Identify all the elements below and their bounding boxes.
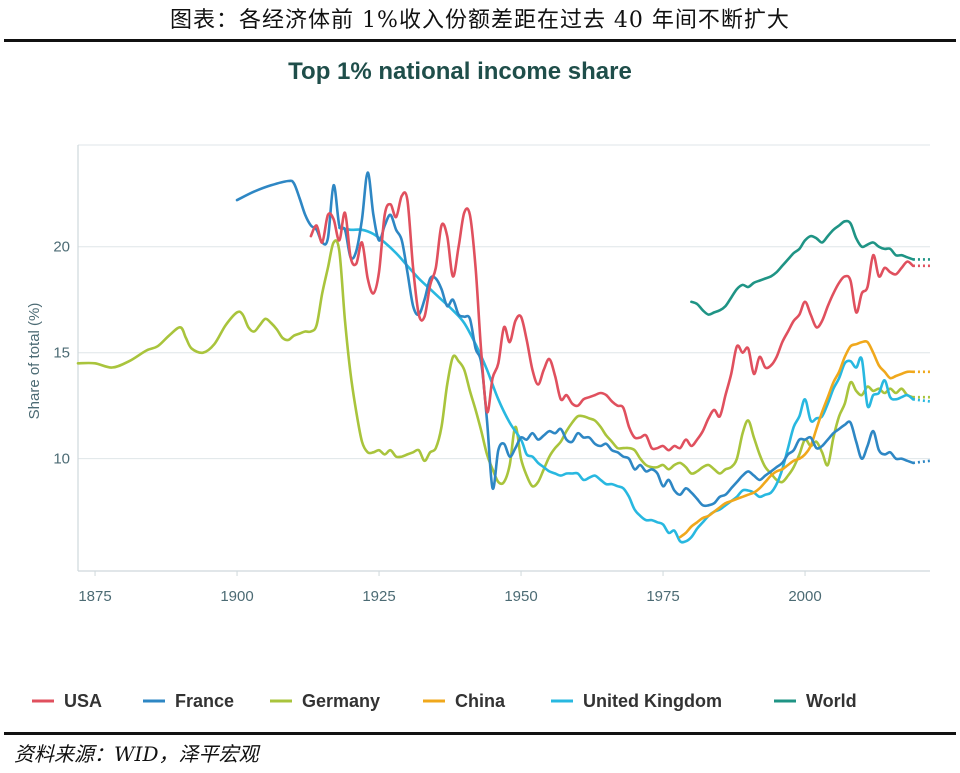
series-line-china [678,339,915,539]
y-axis-label: Share of total (%) [26,303,43,420]
gridlines [78,144,930,460]
y-tick-label: 15 [53,345,70,362]
legend-label: World [806,691,857,711]
y-tick-labels: 10 15 20 [53,239,70,468]
x-tick-label: 1900 [220,588,253,605]
legend-item-germany[interactable]: Germany [270,691,380,711]
series-line-united-kingdom [338,226,915,544]
series-projection-france [912,459,931,465]
legend-label: USA [64,691,102,711]
y-tick-label: 20 [53,239,70,256]
legend-label: France [175,691,234,711]
series-line-germany [76,239,915,488]
legend-item-china[interactable]: China [423,691,506,711]
legend-item-united-kingdom[interactable]: United Kingdom [551,691,722,711]
x-tick-label: 1925 [362,588,395,605]
y-tick-label: 10 [53,451,70,468]
legend: USA France Germany China United Kingdom World [32,691,857,711]
line-chart: Top 1% national income share 10 15 20 1875… [26,58,931,711]
source-note: 资料来源：WID，泽平宏观 [14,742,259,766]
figure-caption: 图表：各经济体前 1%收入份额差距在过去 40 年间不断扩大 [170,8,790,33]
bottom-rule [4,732,956,735]
series-projection-united-kingdom [912,398,931,403]
x-tick-label: 1950 [504,588,537,605]
legend-label: China [455,691,506,711]
x-tick-label: 1875 [78,588,111,605]
x-tick-label: 1975 [646,588,679,605]
top-rule [4,39,956,42]
legend-label: United Kingdom [583,691,722,711]
series-line-france [235,171,915,508]
series-layer [76,171,931,544]
legend-item-usa[interactable]: USA [32,691,102,711]
legend-label: Germany [302,691,380,711]
legend-item-world[interactable]: World [774,691,857,711]
legend-item-france[interactable]: France [143,691,234,711]
chart-title: Top 1% national income share [288,58,632,85]
x-tick-label: 2000 [788,588,821,605]
series-line-usa [309,191,915,452]
x-tick-labels: 1875 1900 1925 1950 1975 2000 [78,571,822,605]
series-line-world [690,219,915,316]
